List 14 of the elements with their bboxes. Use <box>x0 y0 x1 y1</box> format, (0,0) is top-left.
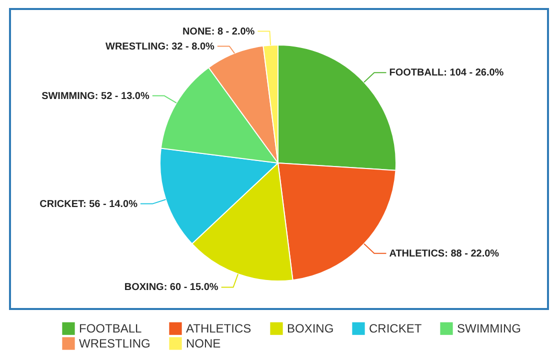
legend-label: CRICKET <box>369 322 422 336</box>
legend-label: BOXING <box>287 322 334 336</box>
legend-label: ATHLETICS <box>186 322 252 336</box>
data-label: SWIMMING: 52 - 13.0% <box>42 90 150 102</box>
legend-label: WRESTLING <box>79 336 150 350</box>
data-label: ATHLETICS: 88 - 22.0% <box>389 248 500 260</box>
data-label: FOOTBALL: 104 - 26.0% <box>389 68 504 79</box>
data-label: NONE: 8 - 2.0% <box>182 26 255 38</box>
data-label: WRESTLING: 32 - 8.0% <box>106 41 215 52</box>
legend-label: SWIMMING <box>457 322 521 336</box>
legend-label: FOOTBALL <box>79 322 142 336</box>
data-label: CRICKET: 56 - 14.0% <box>40 198 138 210</box>
data-label: BOXING: 60 - 15.0% <box>124 282 218 294</box>
legend-label: NONE <box>186 336 221 350</box>
